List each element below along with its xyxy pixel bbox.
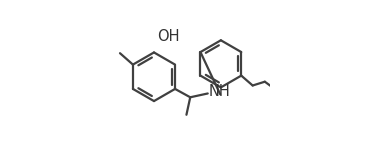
Text: NH: NH [209, 85, 231, 99]
Text: OH: OH [158, 29, 180, 44]
